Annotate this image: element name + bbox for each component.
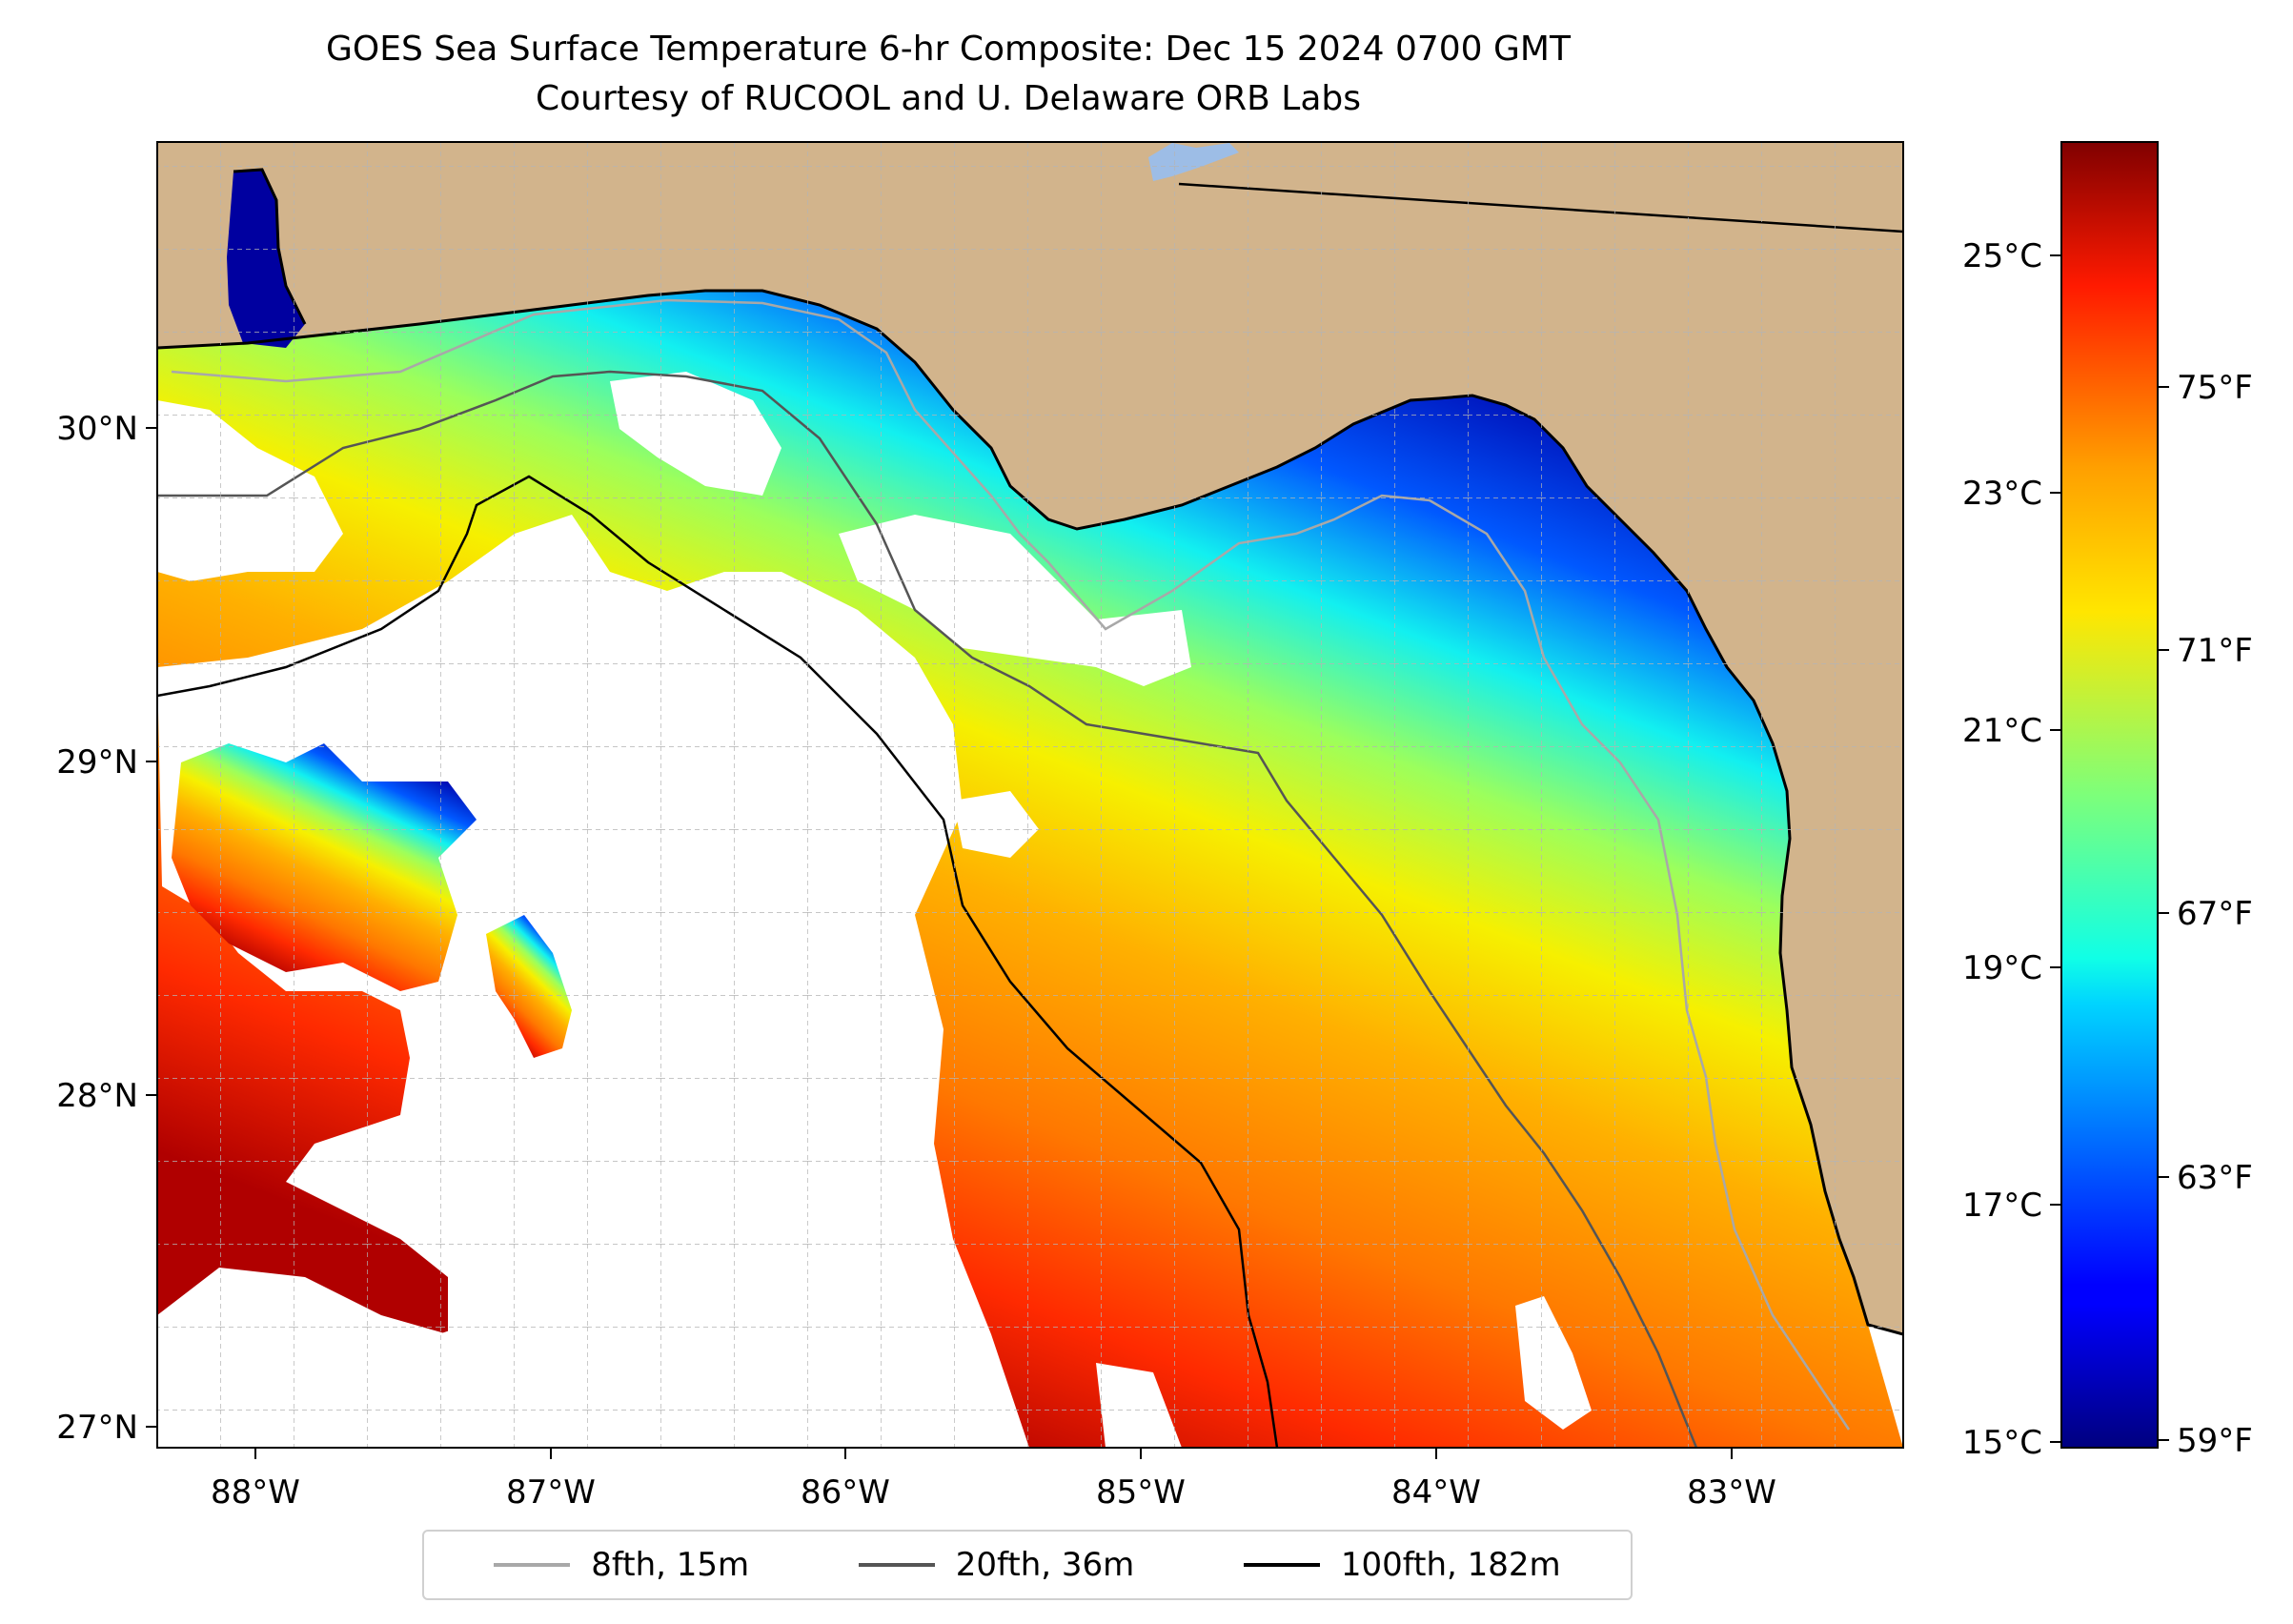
map-title: GOES Sea Surface Temperature 6-hr Compos…: [326, 30, 1571, 69]
lon-tick-label: 84°W: [1391, 1473, 1481, 1512]
colorbar-c-label: 21°C: [1962, 712, 2042, 750]
lon-tick-label: 88°W: [211, 1473, 300, 1512]
legend-label: 100fth, 182m: [1340, 1546, 1561, 1584]
lon-tick-label: 85°W: [1096, 1473, 1186, 1512]
lat-tick-label: 30°N: [56, 410, 138, 448]
colorbar-f-label: 71°F: [2177, 632, 2253, 670]
colorbar-f-label: 59°F: [2177, 1422, 2253, 1460]
legend-swatch: [858, 1563, 935, 1567]
colorbar-f-label: 75°F: [2177, 369, 2253, 407]
legend-swatch: [1243, 1563, 1320, 1567]
colorbar-c-label: 15°C: [1962, 1424, 2042, 1462]
colorbar-c-label: 17°C: [1962, 1187, 2042, 1225]
map-subtitle: Courtesy of RUCOOL and U. Delaware ORB L…: [535, 79, 1362, 118]
gridlines: [157, 142, 1903, 1448]
lon-tick-label: 83°W: [1687, 1473, 1776, 1512]
legend-item-20fth: 20fth, 36m: [858, 1546, 1135, 1584]
legend-label: 8fth, 15m: [591, 1546, 750, 1584]
contour-legend: 8fth, 15m 20fth, 36m 100fth, 182m: [422, 1530, 1633, 1600]
lon-axis: [254, 1448, 1733, 1459]
lat-tick-label: 27°N: [56, 1409, 138, 1447]
map-area: [157, 142, 1903, 1448]
lat-tick-label: 28°N: [56, 1077, 138, 1115]
lon-tick-label: 87°W: [506, 1473, 596, 1512]
colorbar-celsius-axis: [2050, 254, 2061, 1443]
colorbar-fahrenheit-axis: [2158, 386, 2169, 1441]
colorbar-c-label: 23°C: [1962, 475, 2042, 513]
legend-swatch: [494, 1563, 571, 1567]
lat-tick-label: 29°N: [56, 743, 138, 782]
legend-item-100fth: 100fth, 182m: [1243, 1546, 1561, 1584]
legend-item-8fth: 8fth, 15m: [494, 1546, 749, 1584]
colorbar-c-label: 25°C: [1962, 237, 2042, 275]
colorbar-f-label: 67°F: [2177, 895, 2253, 933]
colorbar-c-label: 19°C: [1962, 949, 2042, 987]
map-frame: [156, 141, 1904, 1449]
legend-label: 20fth, 36m: [955, 1546, 1135, 1584]
lon-tick-label: 86°W: [801, 1473, 890, 1512]
colorbar-f-label: 63°F: [2177, 1159, 2253, 1197]
lat-axis: [146, 427, 157, 1428]
colorbar: [2060, 141, 2159, 1449]
